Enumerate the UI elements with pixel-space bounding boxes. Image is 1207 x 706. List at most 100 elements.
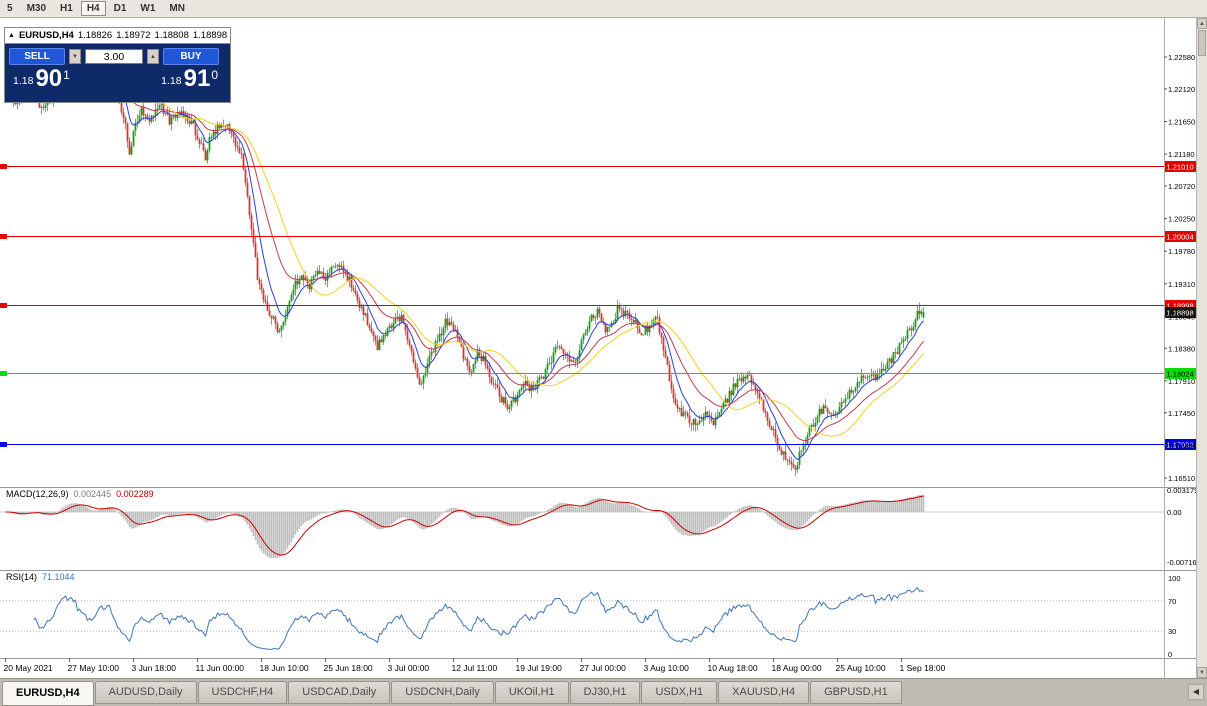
level-price-tag: 1.17002 — [1167, 441, 1194, 450]
ask-big-digits: 91 — [183, 65, 211, 92]
time-axis-label: 20 May 2021 — [3, 663, 53, 673]
volume-increase-button[interactable]: ▲ — [147, 49, 159, 64]
scrollbar-thumb[interactable] — [1198, 30, 1206, 56]
one-click-controls-row: SELL ▼ 3.00 ▲ BUY — [5, 44, 230, 65]
chart-tab-audusd[interactable]: AUDUSD,Daily — [94, 681, 197, 704]
timeframe-button-m30[interactable]: M30 — [26, 3, 47, 14]
ohlc-close-value: 1.18898 — [192, 30, 228, 41]
price-axis-tick: 1.21650 — [1168, 118, 1195, 127]
rsi-value: 71.1044 — [42, 572, 75, 582]
chart-tab-usdx[interactable]: USDX,H1 — [641, 681, 718, 704]
level-line-anchor-marker[interactable] — [0, 442, 7, 447]
macd-histogram — [8, 494, 925, 559]
timeframe-button-h1[interactable]: H1 — [60, 3, 73, 14]
price-axis-tick: 1.22580 — [1168, 53, 1195, 62]
price-axis-tick: 1.19310 — [1168, 280, 1195, 289]
bid-big-digits: 90 — [35, 65, 63, 92]
chart-tab-gbpusd[interactable]: GBPUSD,H1 — [810, 681, 902, 704]
time-axis-label: 19 Jul 19:00 — [515, 663, 562, 673]
rsi-name: RSI(14) — [6, 572, 38, 582]
time-axis-label: 11 Jun 00:00 — [195, 663, 245, 673]
macd-axis-tick: -0.007163 — [1167, 558, 1201, 567]
horizontal-level-line[interactable]: 1.20004 — [0, 231, 1196, 242]
bid-quote[interactable]: 1.18 90 1 — [13, 65, 70, 92]
tab-scroll-left-button[interactable]: ◀ — [1188, 684, 1204, 700]
rsi-axis-tick: 100 — [1168, 574, 1181, 583]
timeframe-button-h4[interactable]: H4 — [80, 1, 106, 16]
moving-average-line-1 — [5, 67, 924, 461]
horizontal-level-line[interactable]: 1.21010 — [0, 161, 1196, 172]
chart-tab-usdcad[interactable]: USDCAD,Daily — [288, 681, 391, 704]
timeframe-button-5[interactable]: 5 — [7, 3, 13, 14]
vertical-scrollbar[interactable]: ▲ ▼ — [1196, 18, 1207, 678]
price-axis-tick: 1.18380 — [1168, 344, 1195, 353]
scroll-down-button[interactable]: ▼ — [1197, 667, 1207, 678]
level-line-anchor-marker[interactable] — [0, 234, 7, 239]
price-axis-tick: 1.18840 — [1168, 312, 1195, 321]
chart-tab-usdcnh[interactable]: USDCNH,Daily — [391, 681, 494, 704]
ohlc-low-value: 1.18808 — [154, 30, 189, 41]
buy-button[interactable]: BUY — [163, 48, 219, 65]
level-line-anchor-marker[interactable] — [0, 303, 7, 308]
horizontal-level-line[interactable]: 1.18998 — [0, 300, 1196, 311]
chart-tab-xauusd[interactable]: XAUUSD,H4 — [718, 681, 810, 704]
timeframe-toolbar: 5 M30 H1 H4 D1 W1 MN — [0, 0, 1207, 18]
macd-axis-tick: 0.00 — [1167, 508, 1182, 517]
current-price-tag: 1.18898 — [1164, 307, 1196, 318]
chart-tab-ukoil[interactable]: UKOil,H1 — [494, 681, 569, 704]
ask-pip-digit: 0 — [211, 68, 218, 82]
rsi-line — [33, 587, 924, 650]
macd-indicator-label: MACD(12,26,9) 0.002445 0.002289 — [6, 489, 159, 499]
level-price-tag: 1.18998 — [1167, 302, 1194, 311]
macd-signal-line — [5, 495, 924, 556]
time-axis-label: 27 Jul 00:00 — [579, 663, 626, 673]
macd-axis-tick: 0.003179 — [1167, 486, 1198, 495]
ohlc-open-value: 1.18826 — [77, 30, 113, 41]
horizontal-level-line[interactable]: 1.18024 — [0, 368, 1196, 379]
moving-average-line-3 — [71, 75, 924, 437]
timeframe-button-d1[interactable]: D1 — [113, 3, 127, 14]
time-axis[interactable]: 20 May 2021 27 May 10:00 3 Jun 18:00 11 Jun… — [0, 660, 1164, 678]
level-line-anchor-marker[interactable] — [0, 371, 7, 376]
level-line-anchor-marker[interactable] — [0, 164, 7, 169]
volume-decrease-button[interactable]: ▼ — [69, 49, 81, 64]
time-axis-label: 3 Jul 00:00 — [387, 663, 430, 673]
price-axis-tick: 1.21180 — [1168, 150, 1195, 159]
time-axis-label: 10 Aug 18:00 — [707, 663, 758, 673]
chart-symbol-label: EURUSD,H4 — [18, 30, 74, 41]
price-axis-tick: 1.16980 — [1168, 441, 1195, 450]
one-click-trading-panel: SELL ▼ 3.00 ▲ BUY 1.18 90 1 1.18 91 0 — [4, 43, 231, 103]
chart-tab-dj30[interactable]: DJ30,H1 — [569, 681, 641, 704]
price-axis-tick: 1.19780 — [1168, 247, 1195, 256]
horizontal-level-line[interactable]: 1.17002 — [0, 439, 1196, 450]
price-axis-tick: 1.17910 — [1168, 377, 1195, 386]
time-axis-label: 3 Aug 10:00 — [643, 663, 689, 673]
rsi-axis-tick: 70 — [1168, 597, 1176, 606]
timeframe-button-w1[interactable]: W1 — [140, 3, 156, 14]
chart-canvas[interactable]: 1.21010 1.20004 1.18998 1.18024 1.17002 1.188… — [0, 0, 1207, 678]
ask-quote[interactable]: 1.18 91 0 — [161, 65, 218, 92]
time-axis-label: 18 Jun 10:00 — [259, 663, 309, 673]
time-axis-label: 25 Aug 10:00 — [835, 663, 886, 673]
time-axis-label: 3 Jun 18:00 — [131, 663, 176, 673]
one-click-quotes-row: 1.18 90 1 1.18 91 0 — [5, 65, 230, 92]
price-axis-tick: 1.20720 — [1168, 182, 1195, 191]
price-axis-tick: 1.20250 — [1168, 215, 1195, 224]
time-axis-label: 25 Jun 18:00 — [323, 663, 373, 673]
chart-tab-usdchf[interactable]: USDCHF,H4 — [197, 681, 288, 704]
sell-button[interactable]: SELL — [9, 48, 65, 65]
bid-pip-digit: 1 — [63, 68, 70, 82]
price-axis-tick: 1.22120 — [1168, 85, 1195, 94]
one-click-collapse-icon[interactable]: ▲ — [8, 32, 15, 39]
time-axis-label: 1 Sep 18:00 — [899, 663, 946, 673]
svg-text:1.18898: 1.18898 — [1167, 309, 1194, 318]
time-axis-label: 27 May 10:00 — [67, 663, 120, 673]
rsi-axis-tick: 30 — [1168, 627, 1176, 636]
scroll-up-button[interactable]: ▲ — [1197, 18, 1207, 29]
macd-value-signal: 0.002289 — [116, 489, 154, 499]
timeframe-button-mn[interactable]: MN — [169, 3, 185, 14]
volume-input[interactable]: 3.00 — [85, 49, 143, 64]
time-axis-label: 18 Aug 00:00 — [771, 663, 822, 673]
chart-tab-eurusd[interactable]: EURUSD,H4 — [2, 681, 94, 706]
